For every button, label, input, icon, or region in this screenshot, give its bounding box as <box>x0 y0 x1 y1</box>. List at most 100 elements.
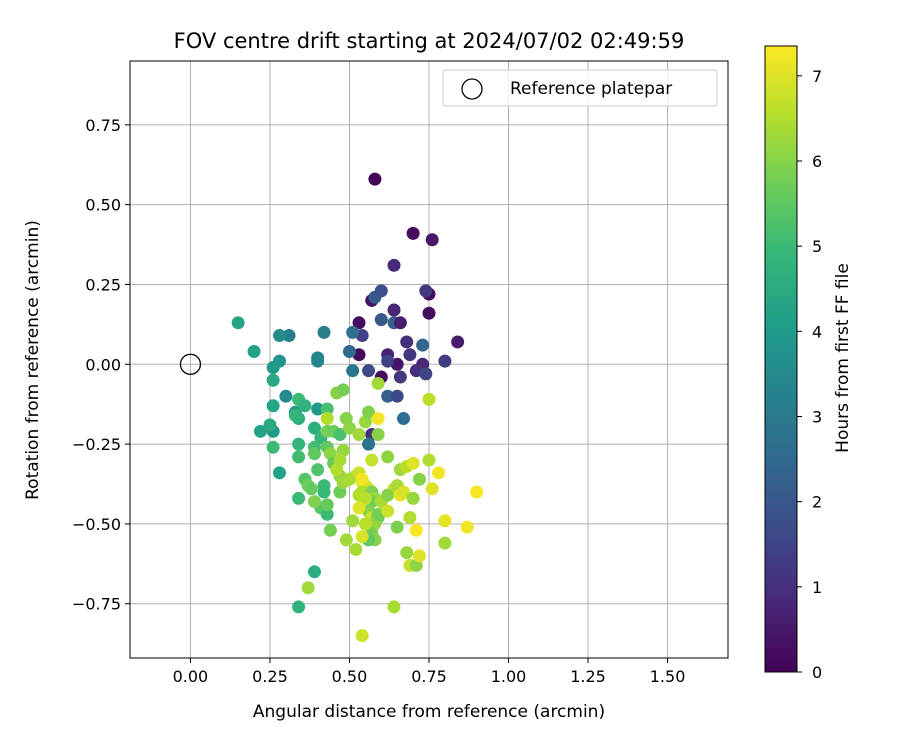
data-point <box>425 233 439 247</box>
data-point <box>355 629 369 643</box>
data-point <box>381 389 395 403</box>
x-axis-ticks: 0.00 0.25 0.50 0.75 1.00 1.25 1.50 <box>173 658 686 686</box>
data-point <box>292 437 306 451</box>
data-point <box>231 316 245 330</box>
data-point <box>339 533 353 547</box>
data-point <box>311 402 325 416</box>
data-point <box>412 549 426 563</box>
data-point <box>397 412 411 426</box>
data-point <box>355 472 369 486</box>
data-point <box>374 284 388 298</box>
data-point <box>432 466 446 480</box>
colorbar-tick-label: 0 <box>812 663 822 682</box>
data-point <box>352 316 366 330</box>
data-point <box>320 507 334 521</box>
data-point <box>355 530 369 544</box>
data-points <box>231 172 484 643</box>
data-point <box>346 364 360 378</box>
data-point <box>390 389 404 403</box>
data-point <box>416 338 430 352</box>
data-point <box>320 402 334 416</box>
data-point <box>307 447 321 461</box>
data-point <box>253 424 267 438</box>
data-point <box>381 450 395 464</box>
data-point <box>307 495 321 509</box>
colorbar-tick-label: 4 <box>812 322 822 341</box>
colorbar-tick-label: 1 <box>812 578 822 597</box>
y-tick-label: −0.50 <box>72 515 121 534</box>
data-point <box>266 373 280 387</box>
data-point <box>263 418 277 432</box>
x-tick-label: 1.50 <box>650 667 686 686</box>
data-point <box>292 491 306 505</box>
data-point <box>346 514 360 528</box>
data-point <box>406 456 420 470</box>
data-point <box>371 412 385 426</box>
data-point <box>333 428 347 442</box>
data-point <box>298 399 312 413</box>
data-point <box>406 226 420 240</box>
data-point <box>317 325 331 339</box>
data-point <box>311 354 325 368</box>
data-point <box>425 482 439 496</box>
data-point <box>400 335 414 349</box>
data-point <box>336 383 350 397</box>
data-point <box>422 453 436 467</box>
data-point <box>266 399 280 413</box>
data-point <box>403 348 417 362</box>
data-point <box>422 306 436 320</box>
data-point <box>365 453 379 467</box>
data-point <box>288 408 302 422</box>
data-point <box>282 329 296 343</box>
data-point <box>397 485 411 499</box>
y-tick-label: 0.25 <box>85 275 121 294</box>
y-axis-label: Rotation from reference (arcmin) <box>23 220 43 500</box>
data-point <box>247 345 261 359</box>
colorbar: 0 1 2 3 4 5 6 7 Hours from first FF file <box>764 45 853 682</box>
data-point <box>368 172 382 186</box>
legend-entry-reference: Reference platepar <box>510 79 672 99</box>
data-point <box>438 536 452 550</box>
y-tick-label: 0.75 <box>85 116 121 135</box>
data-point <box>412 472 426 486</box>
data-point <box>352 501 366 515</box>
colorbar-tick-label: 2 <box>812 493 822 512</box>
data-point <box>393 316 407 330</box>
data-point <box>320 498 334 512</box>
x-tick-label: 0.50 <box>332 667 368 686</box>
colorbar-tick-label: 7 <box>812 67 822 86</box>
data-point <box>390 520 404 534</box>
legend-marker <box>461 78 483 100</box>
data-point <box>381 504 395 518</box>
x-tick-label: 1.00 <box>491 667 527 686</box>
data-point <box>400 546 414 560</box>
data-point <box>451 335 465 349</box>
colorbar-gradient <box>764 45 798 673</box>
data-point <box>333 453 347 467</box>
data-point <box>342 421 356 435</box>
data-point <box>346 325 360 339</box>
data-point <box>438 514 452 528</box>
y-tick-label: −0.25 <box>72 435 121 454</box>
data-point <box>317 485 331 499</box>
x-axis-label: Angular distance from reference (arcmin) <box>253 702 605 722</box>
data-point <box>320 412 334 426</box>
reference-platepar-point <box>179 353 202 375</box>
data-point <box>422 392 436 406</box>
data-point <box>374 313 388 327</box>
data-point <box>460 520 474 534</box>
data-point <box>304 482 318 496</box>
data-point <box>266 360 280 374</box>
data-point <box>381 488 395 502</box>
x-tick-label: 0.00 <box>173 667 209 686</box>
data-point <box>381 354 395 368</box>
data-point <box>292 450 306 464</box>
grid-lines <box>130 61 728 658</box>
colorbar-tick-label: 5 <box>812 237 822 256</box>
data-point <box>292 600 306 614</box>
data-point <box>387 600 401 614</box>
x-tick-label: 0.75 <box>411 667 447 686</box>
data-point <box>342 345 356 359</box>
legend: Reference platepar <box>442 69 718 107</box>
